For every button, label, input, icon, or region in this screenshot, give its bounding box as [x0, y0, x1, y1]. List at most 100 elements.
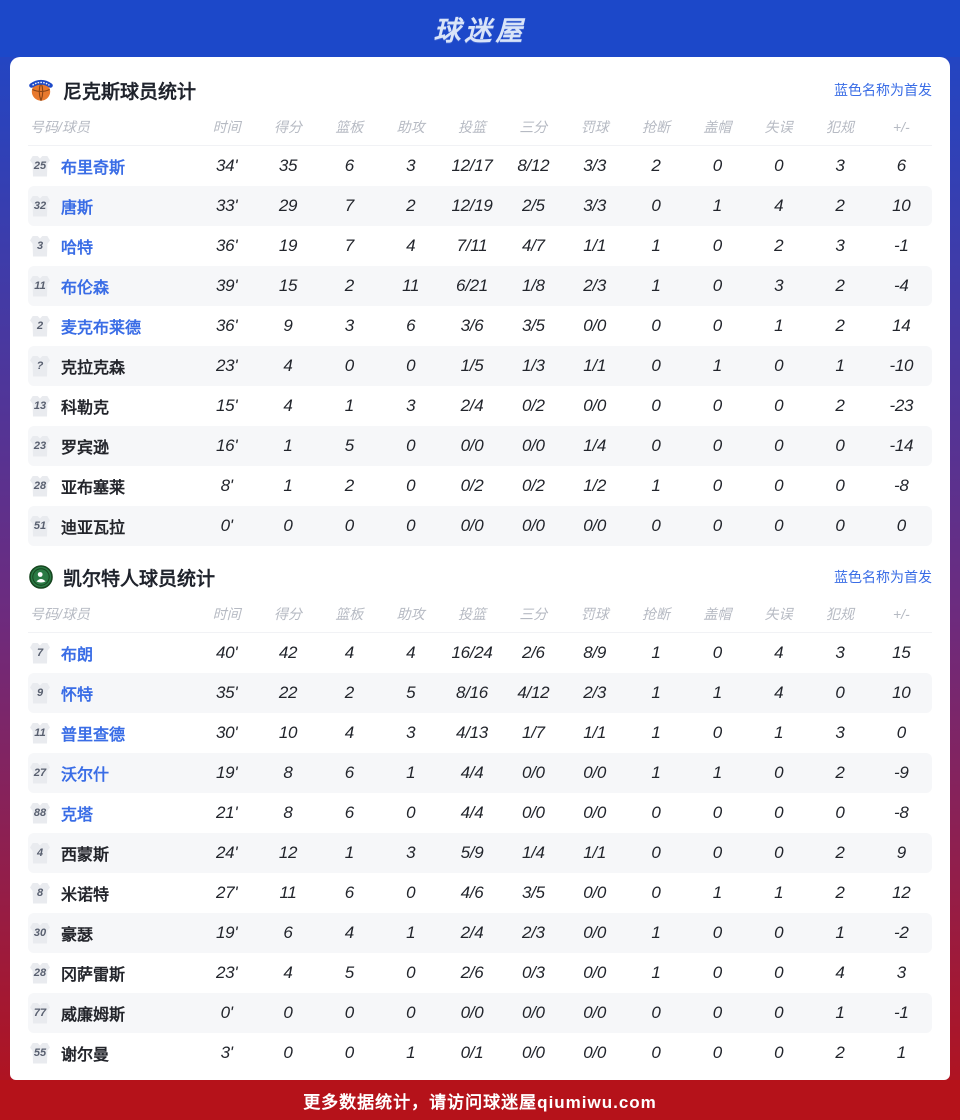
stat-cell-1: 35: [278, 156, 298, 175]
stat-cell-6: 0/0: [583, 923, 607, 942]
column-header-1: 时间: [212, 118, 241, 135]
stat-cell-4: 0/0: [460, 436, 484, 455]
player-row[interactable]: 28 冈萨雷斯 23' 4 5 0 2/6 0/3 0/0 1 0 0 4 3: [28, 953, 932, 993]
knicks-table-body: 25 布里奇斯 34' 35 6 3 12/17 8/12 3/3 2 0 0 3 6 32 唐斯 33' 29 7…: [28, 146, 932, 546]
stat-cell-7: 1: [651, 763, 661, 782]
player-name[interactable]: 哈特: [61, 240, 94, 257]
player-row[interactable]: ? 克拉克森 23' 4 0 0 1/5 1/3 1/1 0 1 0 1 -10: [28, 346, 932, 386]
player-row[interactable]: 2 麦克布莱德 36' 9 3 6 3/6 3/5 0/0 0 0 1 2 14: [28, 306, 932, 346]
stat-cell-3: 4: [406, 236, 416, 255]
starters-legend-celtics[interactable]: 蓝色名称为首发: [834, 569, 932, 585]
player-name[interactable]: 克拉克森: [61, 360, 126, 377]
stat-cell-5: 0/0: [521, 1043, 545, 1062]
column-header-9: 盖帽: [703, 605, 732, 622]
stat-cell-10: 2: [835, 843, 845, 862]
stat-cell-5: 3/5: [521, 316, 545, 335]
stat-cell-6: 1/1: [583, 843, 607, 862]
stat-cell-8: 1: [712, 763, 722, 782]
player-name[interactable]: 谢尔曼: [61, 1047, 110, 1064]
player-name[interactable]: 唐斯: [61, 200, 94, 217]
player-name[interactable]: 迪亚瓦拉: [61, 520, 126, 537]
stat-cell-5: 8/12: [517, 156, 550, 175]
player-row[interactable]: 3 哈特 36' 19 7 4 7/11 4/7 1/1 1 0 2 3 -1: [28, 226, 932, 266]
player-row[interactable]: 88 克塔 21' 8 6 0 4/4 0/0 0/0 0 0 0 0 -8: [28, 793, 932, 833]
stat-cell-11: 1: [896, 1043, 906, 1062]
stat-cell-5: 3/5: [521, 883, 545, 902]
player-row[interactable]: 27 沃尔什 19' 8 6 1 4/4 0/0 0/0 1 1 0 2 -9: [28, 753, 932, 793]
player-row[interactable]: 11 布伦森 39' 15 2 11 6/21 1/8 2/3 1 0 3 2 -4: [28, 266, 932, 306]
player-row[interactable]: 51 迪亚瓦拉 0' 0 0 0 0/0 0/0 0/0 0 0 0 0 0: [28, 506, 932, 546]
stat-cell-10: 3: [835, 236, 845, 255]
stat-cell-6: 0/0: [583, 396, 607, 415]
player-name[interactable]: 普里查德: [61, 727, 126, 744]
player-row[interactable]: 4 西蒙斯 24' 12 1 3 5/9 1/4 1/1 0 0 0 2 9: [28, 833, 932, 873]
player-row[interactable]: 28 亚布塞莱 8' 1 2 0 0/2 0/2 1/2 1 0 0 0 -8: [28, 466, 932, 506]
player-name[interactable]: 怀特: [61, 687, 94, 704]
player-row[interactable]: 13 科勒克 15' 4 1 3 2/4 0/2 0/0 0 0 0 2 -23: [28, 386, 932, 426]
player-name[interactable]: 冈萨雷斯: [61, 967, 126, 984]
stat-cell-1: 19: [278, 236, 298, 255]
stat-cell-1: 4: [283, 396, 293, 415]
stat-cell-3: 0: [406, 803, 416, 822]
stat-cell-1: 15: [278, 276, 298, 295]
player-row[interactable]: 23 罗宾逊 16' 1 5 0 0/0 0/0 1/4 0 0 0 0 -14: [28, 426, 932, 466]
stats-card: 尼克斯球员统计 蓝色名称为首发 号码/球员 时间 得分 篮板 助攻 投篮 三分 罚球 抢断 盖帽失…: [10, 57, 950, 1080]
jersey-number-badge: 77: [30, 1002, 50, 1024]
stat-cell-11: -1: [894, 236, 909, 255]
stat-cell-10: 1: [835, 1003, 845, 1022]
player-row[interactable]: 9 怀特 35' 22 2 5 8/16 4/12 2/3 1 1 4 0 10: [28, 673, 932, 713]
stat-cell-4: 2/4: [460, 923, 484, 942]
stat-cell-3: 3: [406, 396, 416, 415]
stat-cell-0: 15': [216, 396, 238, 415]
player-row[interactable]: 55 谢尔曼 3' 0 0 1 0/1 0/0 0/0 0 0 0 2 1: [28, 1033, 932, 1073]
stat-cell-0: 33': [216, 196, 238, 215]
stat-cell-6: 1/4: [583, 436, 607, 455]
starters-legend-knicks[interactable]: 蓝色名称为首发: [834, 82, 932, 98]
stat-cell-3: 0: [406, 1003, 416, 1022]
column-header-5: 投篮: [457, 118, 486, 135]
stat-cell-8: 0: [712, 436, 722, 455]
player-name[interactable]: 亚布塞莱: [61, 480, 126, 497]
player-name-cell: 77 威廉姆斯: [28, 1001, 196, 1025]
jersey-number-badge: 9: [30, 682, 50, 704]
stat-cell-9: 0: [774, 763, 784, 782]
player-name[interactable]: 豪瑟: [61, 927, 94, 944]
player-row[interactable]: 30 豪瑟 19' 6 4 1 2/4 2/3 0/0 1 0 0 1 -2: [28, 913, 932, 953]
player-name-cell: 51 迪亚瓦拉: [28, 514, 196, 538]
stat-cell-7: 0: [651, 1003, 661, 1022]
player-name[interactable]: 布里奇斯: [61, 160, 126, 177]
stat-cell-1: 11: [279, 883, 297, 902]
knicks-basketball-logo-icon: [28, 77, 54, 103]
stat-cell-0: 23': [216, 963, 238, 982]
player-name[interactable]: 罗宾逊: [61, 440, 110, 457]
stat-cell-6: 0/0: [583, 763, 607, 782]
stat-cell-2: 4: [344, 643, 354, 662]
stat-cell-7: 1: [651, 723, 661, 742]
player-row[interactable]: 8 米诺特 27' 11 6 0 4/6 3/5 0/0 0 1 1 2 12: [28, 873, 932, 913]
player-name[interactable]: 沃尔什: [61, 767, 110, 784]
player-name[interactable]: 米诺特: [61, 887, 110, 904]
player-row[interactable]: 77 威廉姆斯 0' 0 0 0 0/0 0/0 0/0 0 0 0 1 -1: [28, 993, 932, 1033]
stat-cell-11: -8: [894, 803, 909, 822]
stat-cell-5: 2/3: [521, 923, 545, 942]
stat-cell-2: 2: [344, 683, 354, 702]
stat-cell-8: 0: [712, 156, 722, 175]
player-row[interactable]: 7 布朗 40' 42 4 4 16/24 2/6 8/9 1 0 4 3 15: [28, 633, 932, 673]
player-name[interactable]: 布朗: [61, 647, 94, 664]
player-name[interactable]: 威廉姆斯: [61, 1007, 126, 1024]
player-name[interactable]: 科勒克: [61, 400, 110, 417]
player-name-cell: 88 克塔: [28, 801, 196, 825]
stat-cell-4: 2/4: [460, 396, 484, 415]
stat-cell-6: 1/2: [583, 476, 607, 495]
player-name[interactable]: 麦克布莱德: [61, 320, 142, 337]
player-row[interactable]: 25 布里奇斯 34' 35 6 3 12/17 8/12 3/3 2 0 0 3 6: [28, 146, 932, 186]
player-name[interactable]: 西蒙斯: [61, 847, 110, 864]
stat-cell-4: 4/4: [460, 803, 484, 822]
player-name[interactable]: 布伦森: [61, 280, 110, 297]
player-row[interactable]: 32 唐斯 33' 29 7 2 12/19 2/5 3/3 0 1 4 2 10: [28, 186, 932, 226]
stat-cell-0: 36': [216, 236, 238, 255]
player-name[interactable]: 克塔: [61, 807, 94, 824]
player-name-cell: 8 米诺特: [28, 881, 196, 905]
stat-cell-11: 0: [896, 723, 906, 742]
player-row[interactable]: 11 普里查德 30' 10 4 3 4/13 1/7 1/1 1 0 1 3 0: [28, 713, 932, 753]
